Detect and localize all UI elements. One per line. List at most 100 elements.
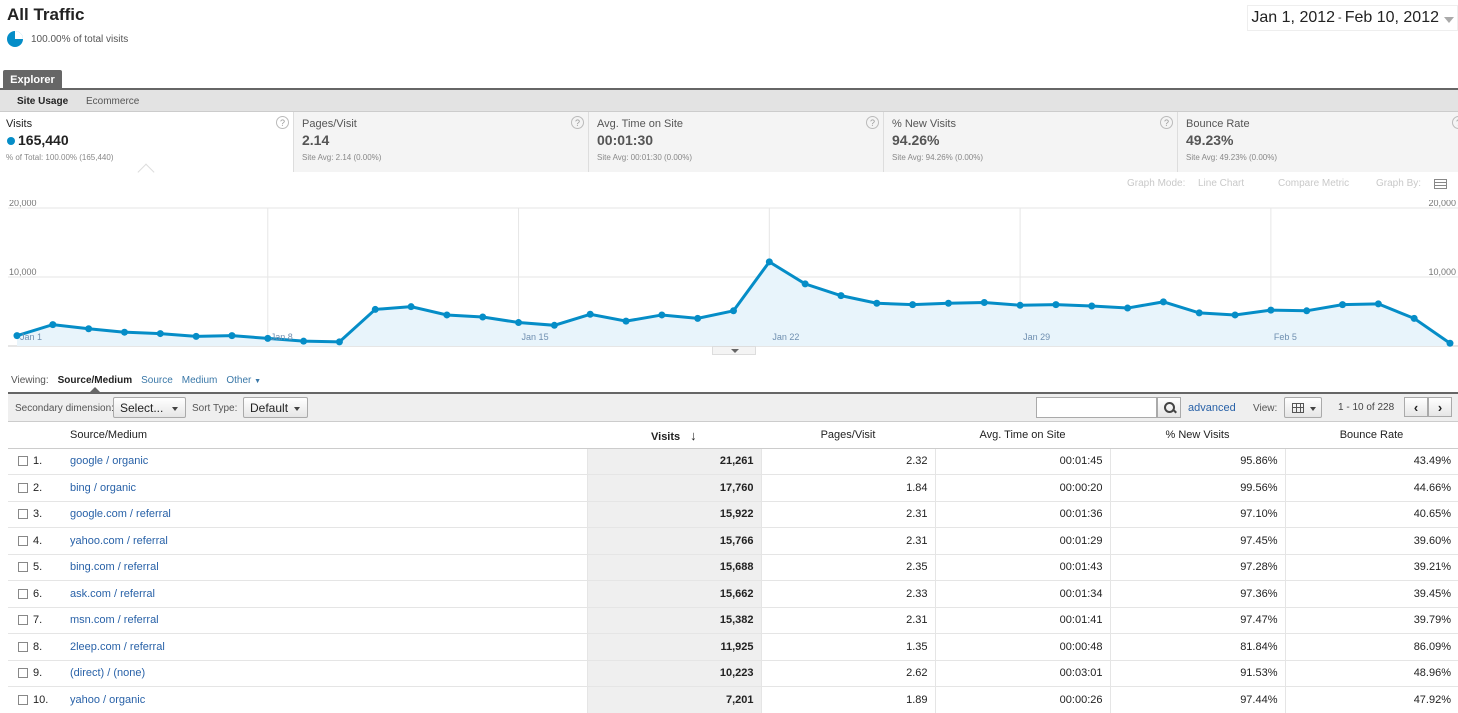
new-visits-cell: 97.45% (1110, 527, 1286, 555)
table-search-input[interactable] (1036, 397, 1157, 418)
row-index: 9. (33, 667, 43, 680)
next-page-button[interactable]: › (1428, 397, 1452, 417)
data-point (407, 303, 415, 311)
source-medium-cell: 2leep.com / referral (65, 633, 588, 661)
column-header-new-visits[interactable]: % New Visits (1110, 423, 1285, 449)
source-medium-link[interactable]: google / organic (70, 455, 149, 468)
row-checkbox[interactable] (18, 668, 28, 679)
help-icon[interactable]: ? (1452, 116, 1458, 129)
source-medium-link[interactable]: msn.com / referral (70, 614, 159, 627)
tab-explorer[interactable]: Explorer (3, 70, 62, 89)
dimension-switcher: Viewing: Source/Medium Source Medium Oth… (11, 375, 261, 386)
metric-avg-time[interactable]: Avg. Time on Site 00:01:30 Site Avg: 00:… (589, 112, 884, 172)
visits-cell: 11,925 (587, 633, 762, 661)
row-index: 5. (33, 561, 43, 574)
metric-pages-visit[interactable]: Pages/Visit 2.14 Site Avg: 2.14 (0.00%) … (294, 112, 589, 172)
metric-label: Pages/Visit (302, 118, 357, 130)
metric-bounce-rate[interactable]: Bounce Rate 49.23% Site Avg: 49.23% (0.0… (1178, 112, 1458, 172)
advanced-filter-link[interactable]: advanced (1188, 402, 1236, 414)
subtab-site-usage[interactable]: Site Usage (17, 96, 69, 107)
view-type-select[interactable] (1284, 397, 1322, 418)
data-point (13, 332, 21, 340)
data-point (479, 313, 487, 321)
sort-type-select[interactable]: Default (243, 397, 308, 418)
avg-time-cell: 00:00:26 (935, 686, 1111, 713)
table-row: 5. bing.com / referral 15,688 2.35 00:01:43 9… (8, 554, 1458, 581)
view-label: View: (1253, 403, 1278, 414)
visits-cell: 15,922 (587, 501, 762, 528)
data-point (228, 332, 236, 340)
source-medium-link[interactable]: 2leep.com / referral (70, 640, 165, 653)
column-header-source-medium[interactable]: Source/Medium (65, 423, 587, 449)
source-medium-link[interactable]: yahoo / organic (70, 693, 146, 706)
metric-subtext: Site Avg: 94.26% (0.00%) (892, 153, 984, 162)
row-checkbox[interactable] (18, 588, 28, 599)
row-index-cell: 4. (8, 527, 65, 555)
row-checkbox[interactable] (18, 615, 28, 626)
data-point (980, 299, 988, 307)
avg-time-cell: 00:00:48 (935, 633, 1111, 661)
visits-area-fill (17, 261, 1450, 346)
pages-visit-cell: 1.89 (761, 686, 936, 713)
help-icon[interactable]: ? (1160, 116, 1173, 129)
pages-visit-cell: 2.33 (761, 580, 936, 608)
source-medium-link[interactable]: ask.com / referral (70, 587, 155, 600)
dimension-other-dropdown[interactable]: Other ▼ (226, 375, 261, 386)
data-point (622, 317, 630, 325)
source-medium-link[interactable]: yahoo.com / referral (70, 534, 168, 547)
prev-page-button[interactable]: ‹ (1404, 397, 1428, 417)
source-medium-link[interactable]: (direct) / (none) (70, 667, 146, 680)
metric-visits[interactable]: Visits 165,440 % of Total: 100.00% (165,… (0, 112, 294, 172)
row-checkbox[interactable] (18, 641, 28, 652)
search-icon[interactable] (1157, 397, 1181, 418)
column-header-visits[interactable]: Visits ↓ (587, 423, 761, 449)
graph-by-icon[interactable] (1434, 179, 1447, 189)
row-index: 7. (33, 614, 43, 627)
help-icon[interactable]: ? (276, 116, 289, 129)
compare-metric-link[interactable]: Compare Metric (1278, 178, 1350, 189)
table-row: 1. google / organic 21,261 2.32 00:01:45 95.8… (8, 448, 1458, 475)
row-checkbox[interactable] (18, 535, 28, 546)
chevron-down-icon: ▼ (254, 378, 262, 385)
column-header-avg-time[interactable]: Avg. Time on Site (935, 423, 1110, 449)
row-checkbox[interactable] (18, 509, 28, 520)
dimension-source[interactable]: Source (141, 375, 173, 386)
data-point (1374, 300, 1382, 308)
metric-scorecards: Visits 165,440 % of Total: 100.00% (165,… (0, 112, 1458, 172)
avg-time-cell: 00:01:29 (935, 527, 1111, 555)
subtab-ecommerce[interactable]: Ecommerce (86, 96, 140, 107)
metric-label: % New Visits (892, 118, 956, 130)
secondary-dimension-select[interactable]: Select... (113, 397, 186, 418)
source-medium-link[interactable]: google.com / referral (70, 508, 171, 521)
row-index-cell: 6. (8, 580, 65, 608)
metric-new-visits[interactable]: % New Visits 94.26% Site Avg: 94.26% (0.… (884, 112, 1178, 172)
row-index-cell: 10. (8, 686, 65, 713)
subtab-bar: Site Usage Ecommerce (0, 90, 1458, 112)
table-row: 6. ask.com / referral 15,662 2.33 00:01:34 97… (8, 580, 1458, 608)
row-checkbox[interactable] (18, 456, 28, 467)
dimension-medium[interactable]: Medium (181, 375, 218, 386)
tab-divider (0, 88, 1458, 90)
row-index: 10. (33, 693, 49, 706)
column-header-pages-visit[interactable]: Pages/Visit (761, 423, 935, 449)
row-checkbox[interactable] (18, 562, 28, 573)
help-icon[interactable]: ? (866, 116, 879, 129)
date-range-picker[interactable]: Jan 1, 2012 - Feb 10, 2012 (1247, 5, 1458, 31)
series-dot-icon (7, 137, 15, 145)
visits-cell: 17,760 (587, 474, 762, 502)
row-checkbox[interactable] (18, 694, 28, 705)
row-checkbox[interactable] (18, 482, 28, 493)
bounce-rate-cell: 48.96% (1285, 660, 1458, 687)
data-point (1016, 301, 1024, 309)
source-medium-link[interactable]: bing / organic (70, 481, 137, 494)
help-icon[interactable]: ? (571, 116, 584, 129)
graph-mode-value[interactable]: Line Chart (1198, 178, 1245, 189)
source-medium-link[interactable]: bing.com / referral (70, 561, 159, 574)
dimension-source-medium[interactable]: Source/Medium (57, 375, 133, 386)
data-point (1052, 301, 1060, 309)
row-index-cell: 1. (8, 448, 65, 475)
y-tick-label-right: 10,000 (1428, 267, 1456, 277)
column-header-bounce-rate[interactable]: Bounce Rate (1285, 423, 1458, 449)
metric-value: 49.23% (1186, 132, 1234, 148)
chart-collapse-handle[interactable] (712, 346, 756, 355)
